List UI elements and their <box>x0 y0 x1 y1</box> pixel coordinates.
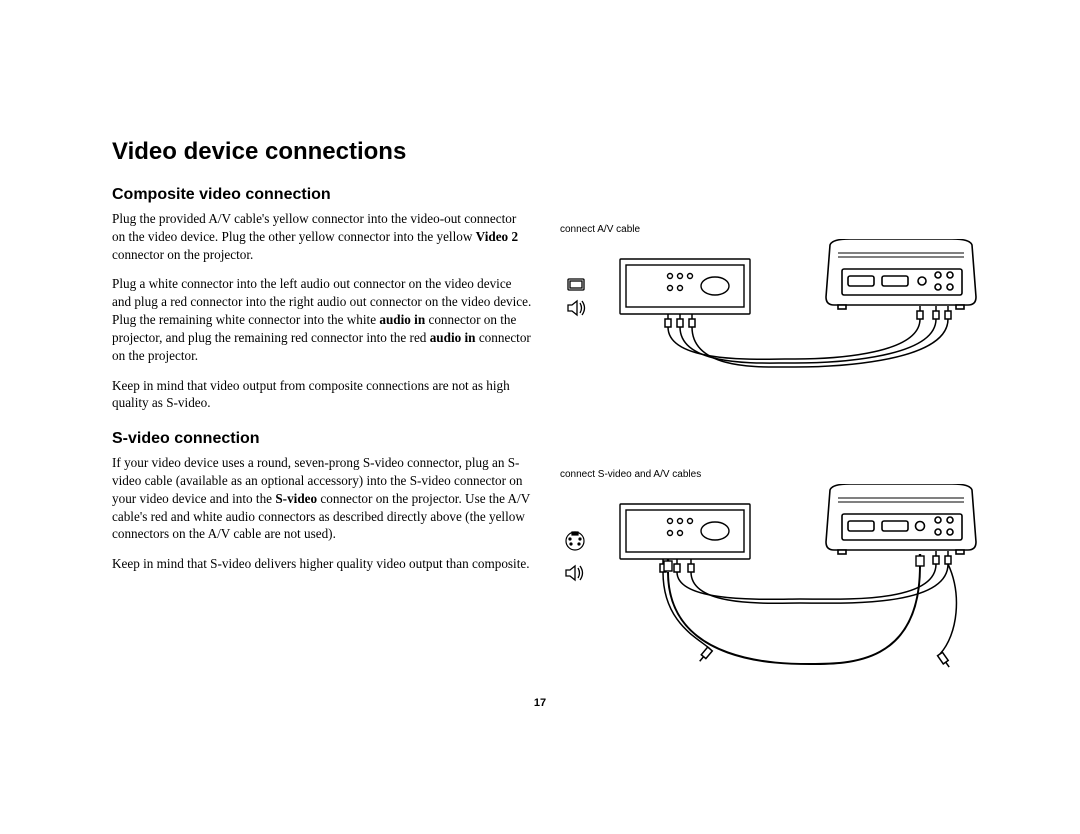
text: Plug the provided A/V cable's yellow con… <box>112 211 516 244</box>
composite-para-3: Keep in mind that video output from comp… <box>112 377 532 413</box>
video-device <box>620 259 750 314</box>
bold-text: Video 2 <box>476 229 518 244</box>
svideo-connector-icon <box>566 532 584 550</box>
svideo-cable <box>664 554 924 664</box>
composite-para-2: Plug a white connector into the left aud… <box>112 275 532 364</box>
svideo-para-2: Keep in mind that S-video delivers highe… <box>112 555 532 573</box>
two-column-layout: Composite video connection Plug the prov… <box>112 186 982 764</box>
composite-diagram: connect A/V cable <box>560 224 982 409</box>
composite-diagram-svg <box>560 239 982 409</box>
page-content: Video device connections Composite video… <box>112 138 982 764</box>
text-column: Composite video connection Plug the prov… <box>112 186 532 764</box>
composite-para-1: Plug the provided A/V cable's yellow con… <box>112 210 532 263</box>
speaker-icon <box>568 301 585 315</box>
page-title: Video device connections <box>112 138 982 166</box>
video-device <box>620 504 750 559</box>
text: connector on the projector. <box>112 247 253 262</box>
bold-text: S-video <box>275 491 317 506</box>
bold-text: audio in <box>379 312 425 327</box>
diagram-column: connect A/V cable <box>560 186 982 764</box>
av-cable <box>665 306 951 367</box>
projector <box>826 484 976 554</box>
bold-text: audio in <box>430 330 476 345</box>
composite-heading: Composite video connection <box>112 186 532 204</box>
composite-diagram-caption: connect A/V cable <box>560 224 982 235</box>
svideo-diagram-svg <box>560 484 982 704</box>
page-number: 17 <box>0 697 1080 709</box>
unused-video-plug-right <box>938 564 957 669</box>
speaker-icon <box>566 566 583 580</box>
svideo-para-1: If your video device uses a round, seven… <box>112 454 532 543</box>
projector <box>826 239 976 309</box>
svideo-diagram-caption: connect S-video and A/V cables <box>560 469 982 480</box>
video-icon <box>568 279 584 290</box>
svideo-diagram: connect S-video and A/V cables <box>560 469 982 704</box>
svideo-heading: S-video connection <box>112 430 532 448</box>
